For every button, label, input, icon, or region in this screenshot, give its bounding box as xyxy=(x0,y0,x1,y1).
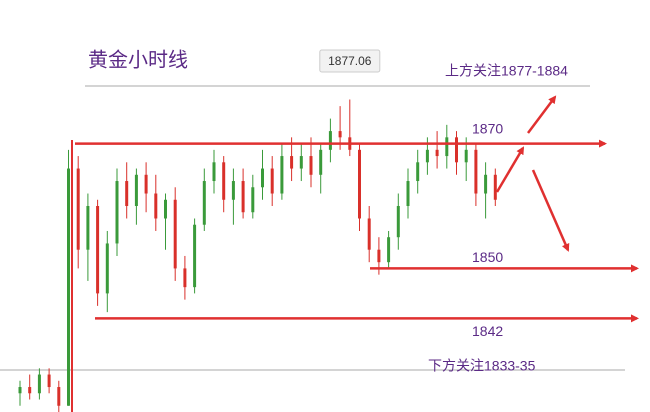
candle-body xyxy=(416,162,420,182)
candle-body xyxy=(115,181,119,244)
candle-body xyxy=(154,193,158,219)
candle-body xyxy=(212,162,216,182)
candle-body xyxy=(231,181,235,200)
candle-body xyxy=(96,206,100,294)
candle-body xyxy=(493,174,497,200)
candle-body xyxy=(86,206,90,250)
candle-body xyxy=(222,162,226,200)
candle-body xyxy=(484,174,488,194)
candle-body xyxy=(28,387,32,394)
arrow xyxy=(531,169,570,252)
candle-body xyxy=(280,156,284,194)
candle-body xyxy=(367,218,371,250)
candle-body xyxy=(474,149,478,194)
candle-body xyxy=(125,181,129,206)
candle-body xyxy=(37,374,41,394)
candle-body xyxy=(202,181,206,225)
candle-body xyxy=(290,156,294,169)
candle-body xyxy=(406,181,410,206)
candle-body xyxy=(435,149,439,157)
candle-body xyxy=(76,168,80,250)
level-label: 1870 xyxy=(472,120,503,136)
candle-body xyxy=(328,131,332,150)
candle-body xyxy=(425,149,429,163)
chart-title: 黄金小时线 xyxy=(88,48,188,71)
lower-note: 下方关注1833-35 xyxy=(428,358,536,374)
candle-body xyxy=(338,131,342,138)
arrow xyxy=(527,95,557,134)
candle-body xyxy=(144,174,148,194)
candle-body xyxy=(18,387,22,394)
peak-label: 1877.06 xyxy=(328,54,372,68)
candle-body xyxy=(193,224,197,288)
candle-body xyxy=(251,187,255,213)
upper-note: 上方关注1877-1884 xyxy=(445,63,568,79)
candle-body xyxy=(387,237,391,263)
candle-body xyxy=(261,168,264,188)
candle-body xyxy=(241,181,245,213)
candle-body xyxy=(445,137,449,157)
candle-body xyxy=(67,168,70,406)
candle-body xyxy=(455,137,458,163)
candle-body xyxy=(464,149,468,163)
candle-body xyxy=(396,206,400,238)
candle-body xyxy=(183,268,187,288)
candle-body xyxy=(164,199,167,219)
level-label: 1842 xyxy=(472,323,503,339)
candle-body xyxy=(57,387,61,406)
candle-body xyxy=(270,168,274,194)
candle-body xyxy=(47,374,51,388)
candle-body xyxy=(309,156,313,175)
candle-body xyxy=(105,243,109,294)
candle-body xyxy=(319,149,323,175)
candle-body xyxy=(299,156,303,169)
peak-label-box xyxy=(319,49,381,73)
candle-body xyxy=(173,199,177,269)
candle-body xyxy=(358,149,361,219)
arrow xyxy=(495,146,525,193)
candle-body xyxy=(377,249,381,263)
level-label: 1850 xyxy=(472,249,503,265)
candle-body xyxy=(134,174,138,206)
